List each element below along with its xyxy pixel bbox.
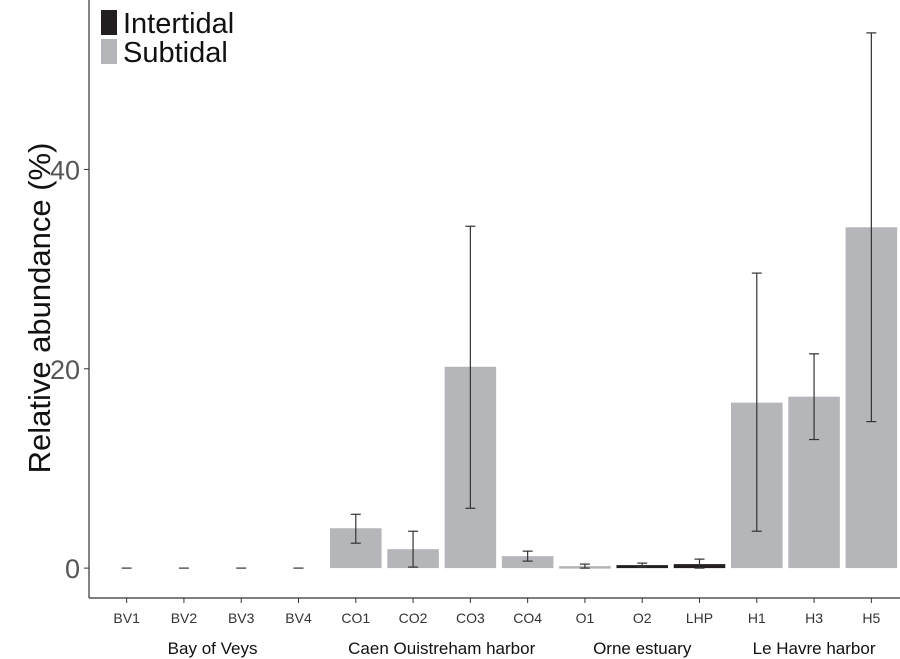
bars-layer (330, 227, 898, 569)
x-tick-o1: O1 (576, 610, 595, 626)
error-bar-co4 (522, 550, 533, 562)
x-tick-labels: BV1 BV2 BV3 BV4 CO1 CO2 CO3 CO4 O1 O2 LHP H1 H3 H5 (113, 610, 880, 626)
x-tick-bv4: BV4 (285, 610, 312, 626)
y-tick-20: 20 (50, 355, 80, 385)
x-tick-h3: H3 (805, 610, 823, 626)
error-bars-layer (121, 32, 877, 569)
bar-co4 (501, 556, 554, 569)
x-tick-lhp: LHP (686, 610, 713, 626)
axes-layer (84, 0, 900, 603)
y-tick-40: 40 (50, 155, 80, 185)
y-tick-0: 0 (65, 554, 80, 584)
x-tick-bv2: BV2 (171, 610, 198, 626)
x-tick-o2: O2 (633, 610, 652, 626)
x-tick-h5: H5 (862, 610, 880, 626)
error-bar-co2 (408, 530, 419, 568)
group-label-le-havre-harbor: Le Havre harbor (753, 639, 876, 658)
y-tick-labels: 0 20 40 (50, 155, 80, 584)
group-label-orne-estuary: Orne estuary (593, 639, 692, 658)
legend-swatch-intertidal (101, 10, 117, 35)
x-tick-co3: CO3 (456, 610, 485, 626)
x-tick-co4: CO4 (513, 610, 542, 626)
error-bar-co3 (465, 225, 476, 509)
x-tick-bv1: BV1 (113, 610, 140, 626)
error-bar-co1 (350, 513, 361, 544)
y-axis-title: Relative abundance (%) (22, 143, 57, 474)
error-bar-h5 (866, 32, 877, 423)
error-bar-h1 (751, 272, 762, 532)
error-bar-lhp (694, 558, 705, 569)
group-label-bay-of-veys: Bay of Veys (168, 639, 258, 658)
legend: Intertidal Subtidal (101, 8, 234, 69)
legend-label-subtidal: Subtidal (123, 37, 228, 69)
x-tick-bv3: BV3 (228, 610, 255, 626)
error-bar-o2 (637, 562, 648, 568)
error-bar-h3 (809, 353, 820, 441)
legend-swatch-subtidal (101, 39, 117, 64)
group-label-caen-ouistreham-harbor: Caen Ouistreham harbor (348, 639, 535, 658)
error-bar-o1 (579, 563, 590, 569)
x-tick-h1: H1 (748, 610, 766, 626)
group-labels: Bay of Veys Caen Ouistreham harbor Orne es… (168, 639, 876, 658)
x-tick-co1: CO1 (341, 610, 370, 626)
x-tick-co2: CO2 (399, 610, 428, 626)
legend-label-intertidal: Intertidal (123, 8, 234, 40)
